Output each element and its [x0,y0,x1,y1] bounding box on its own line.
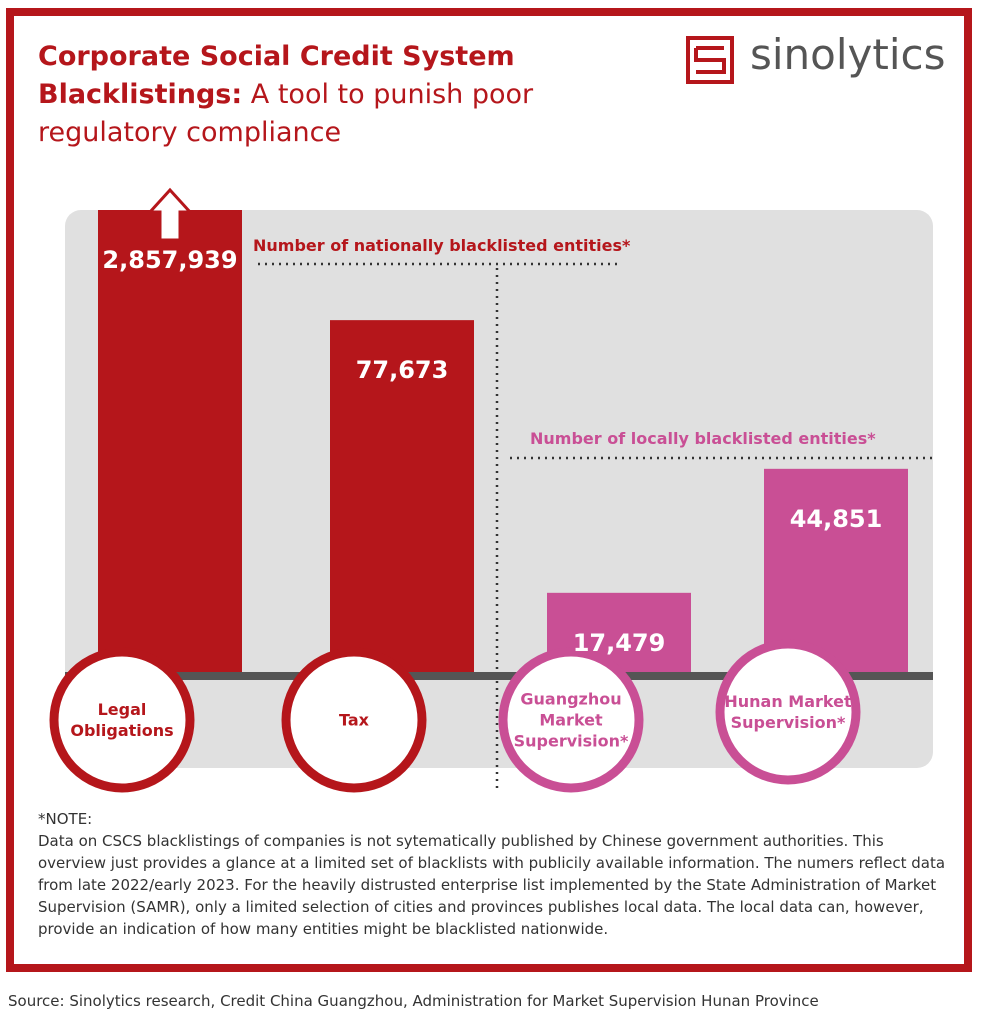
category-circle [281,647,427,793]
logo: sinolytics [750,30,946,79]
category-label: Legal Obligations [70,700,174,740]
bar [330,320,474,672]
category-label: Hunan Market Supervision* [724,692,852,732]
bar [764,468,908,672]
category-label: Tax [339,710,369,730]
annotation: Number of nationally blacklisted entitie… [253,236,631,255]
overflow-arrow [146,187,194,242]
note: *NOTE: Data on CSCS blacklistings of comp… [38,808,948,940]
value-label: 77,673 [356,356,449,384]
title: Corporate Social Credit System Blacklist… [38,38,578,152]
title-bold: Corporate Social Credit System Blacklist… [38,41,515,110]
category-circle [498,647,644,793]
annotation: Number of locally blacklisted entities* [530,429,876,448]
baseline [65,672,933,680]
category-circle [49,647,195,793]
source: Source: Sinolytics research, Credit Chin… [8,992,819,1010]
note-text: Data on CSCS blacklistings of companies … [38,832,946,938]
title-rest: A tool to punish poor regulatory complia… [38,79,534,148]
note-heading: *NOTE: [38,810,93,828]
category-label: Guangzhou Market Supervision* [513,689,629,751]
bar [98,210,242,672]
frame [6,8,972,972]
category-circle [715,639,861,785]
value-label: 17,479 [573,629,666,657]
value-label: 2,857,939 [102,246,237,274]
logo-icon [686,36,734,84]
panel [65,210,933,768]
value-label: 44,851 [790,505,883,533]
